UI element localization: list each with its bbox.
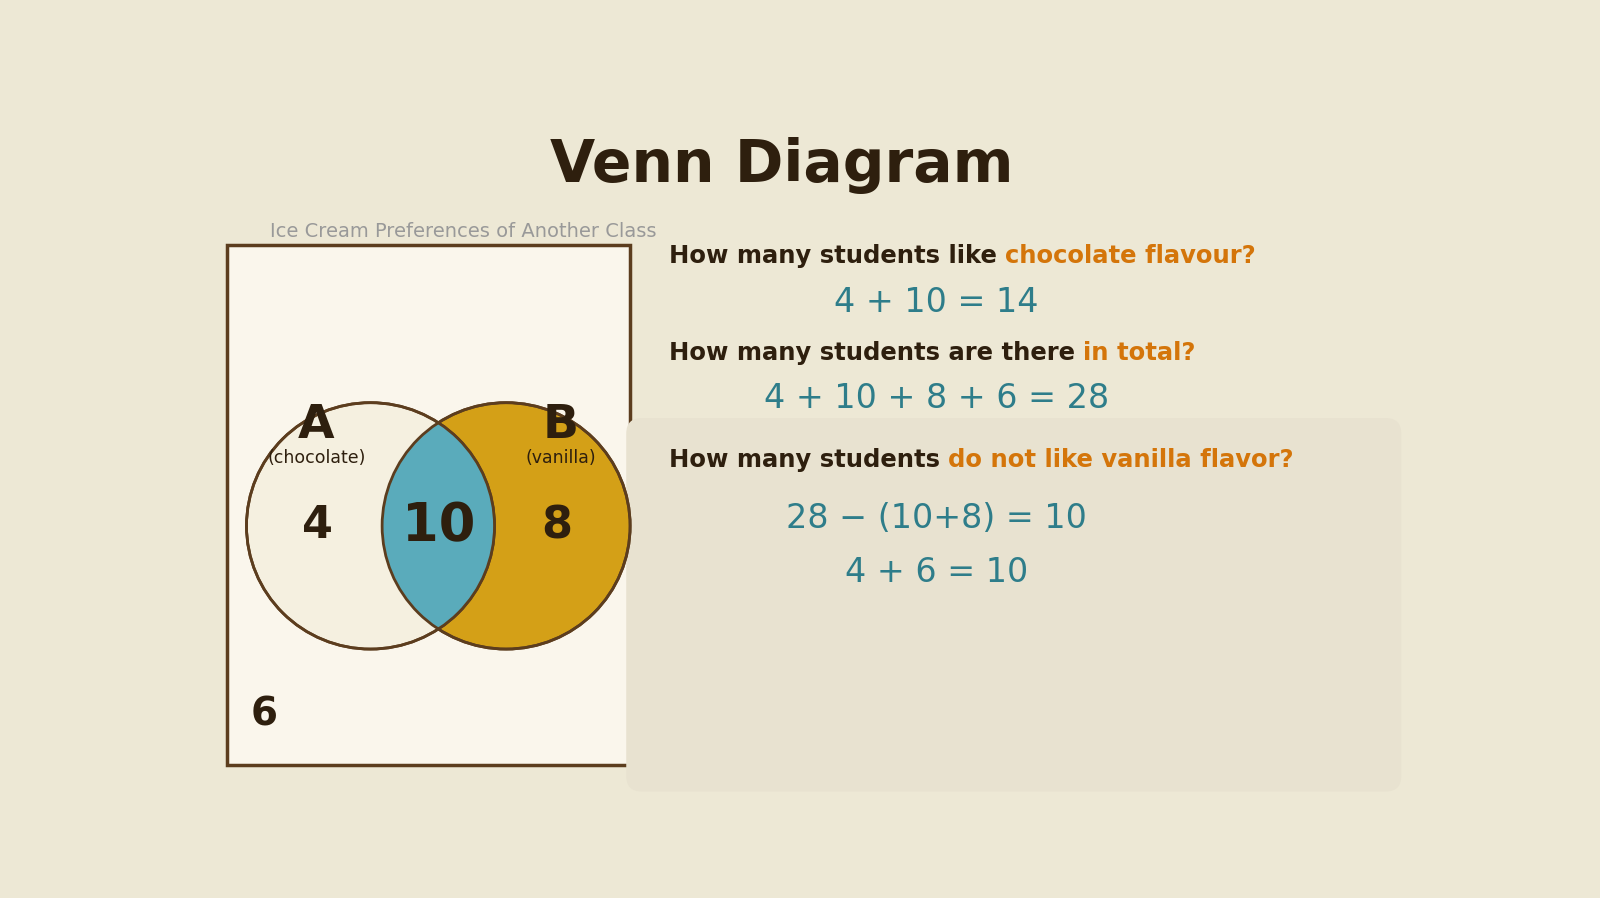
Text: 28 − (10+8) = 10: 28 − (10+8) = 10: [786, 502, 1086, 534]
Circle shape: [382, 402, 630, 649]
Text: B: B: [542, 403, 579, 448]
Circle shape: [246, 402, 494, 649]
Text: Ice Cream Preferences of Another Class: Ice Cream Preferences of Another Class: [270, 222, 656, 241]
Text: 8: 8: [541, 505, 573, 548]
Text: in total?: in total?: [1083, 340, 1195, 365]
Circle shape: [382, 402, 630, 649]
Text: 4: 4: [302, 505, 333, 548]
Text: How many students: How many students: [669, 448, 949, 472]
Text: 4 + 10 = 14: 4 + 10 = 14: [834, 286, 1038, 319]
FancyBboxPatch shape: [626, 418, 1402, 791]
Text: How many students are there: How many students are there: [669, 340, 1083, 365]
Text: How many students like: How many students like: [669, 244, 1005, 269]
Text: Venn Diagram: Venn Diagram: [549, 137, 1013, 194]
Text: 4 + 6 = 10: 4 + 6 = 10: [845, 556, 1027, 588]
Text: 6: 6: [250, 696, 277, 734]
Text: 4 + 10 + 8 + 6 = 28: 4 + 10 + 8 + 6 = 28: [763, 383, 1109, 415]
Text: do not like vanilla flavor?: do not like vanilla flavor?: [949, 448, 1294, 472]
FancyBboxPatch shape: [227, 245, 630, 764]
Text: (vanilla): (vanilla): [525, 449, 595, 467]
Text: 10: 10: [402, 500, 475, 552]
Text: A: A: [298, 403, 334, 448]
Text: chocolate flavour?: chocolate flavour?: [1005, 244, 1256, 269]
Text: (chocolate): (chocolate): [267, 449, 365, 467]
